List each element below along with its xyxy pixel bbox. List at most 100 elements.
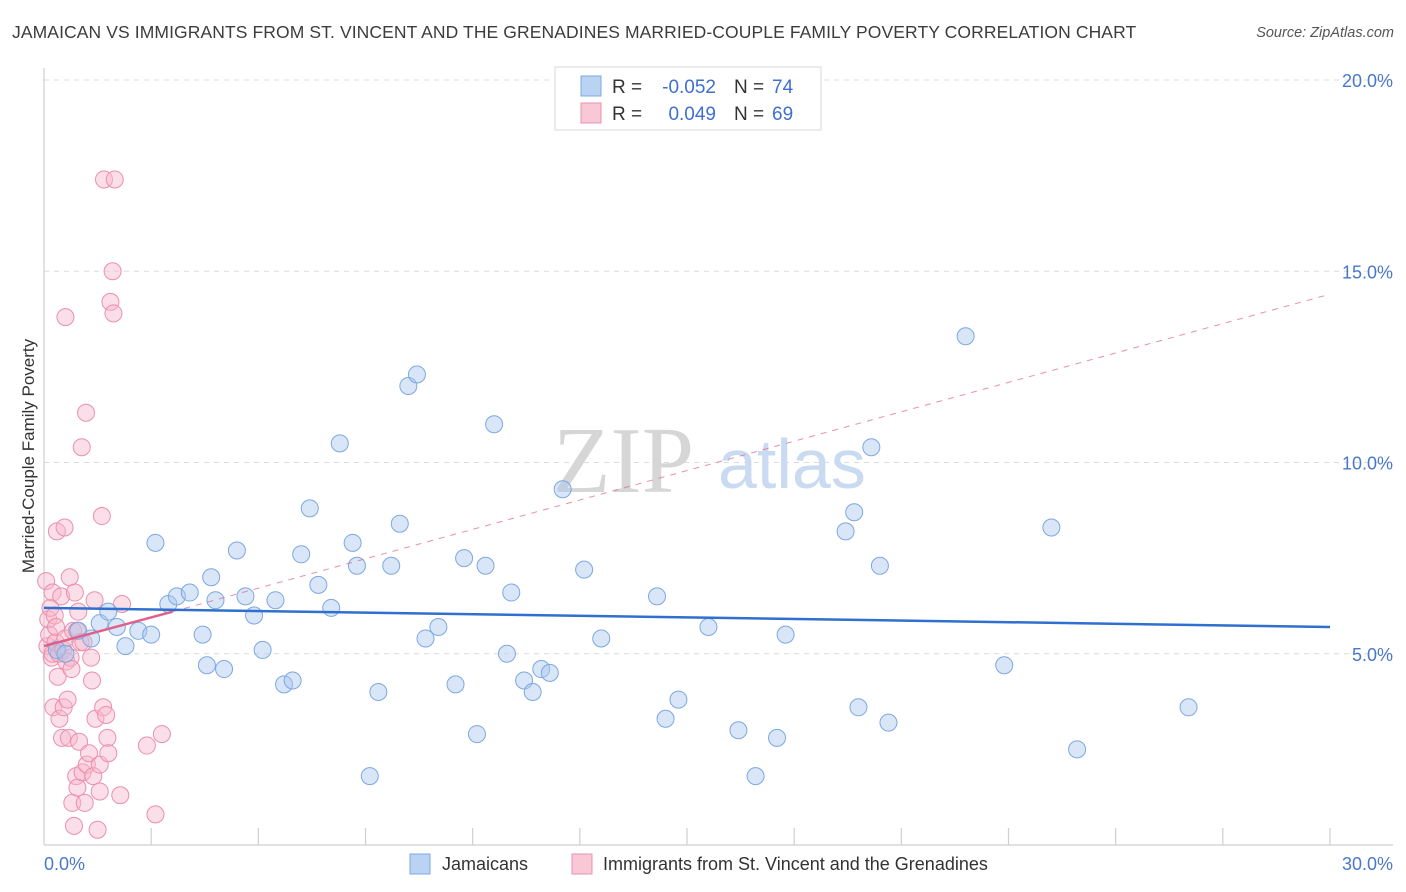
- legend-blue-swatch: [580, 75, 602, 97]
- blue-point: [360, 767, 379, 786]
- pink-point: [105, 170, 124, 189]
- blue-point: [300, 499, 319, 518]
- y-tick-label: 20.0%: [1342, 71, 1393, 91]
- pink-point: [77, 403, 96, 422]
- pink-point: [82, 648, 101, 667]
- blue-point: [467, 725, 486, 744]
- bottom-legend-blue-swatch: [409, 853, 431, 875]
- blue-point: [309, 575, 328, 594]
- pink-point: [146, 805, 165, 824]
- legend-r-label-1: R =: [612, 77, 642, 98]
- chart-source: Source: ZipAtlas.com: [1256, 25, 1394, 41]
- pink-point: [53, 728, 72, 747]
- legend-r-label-2: R =: [612, 104, 642, 125]
- blue-point: [215, 660, 234, 679]
- blue-point: [485, 415, 504, 434]
- blue-point: [446, 675, 465, 694]
- pink-point: [60, 568, 79, 587]
- blue-point: [206, 591, 225, 610]
- pink-point: [52, 587, 71, 606]
- blue-point: [523, 683, 542, 701]
- legend-pink-swatch: [580, 102, 602, 124]
- pink-trend-solid: [43, 610, 173, 648]
- pink-point: [95, 170, 114, 189]
- blue-point: [768, 728, 787, 747]
- legend-n-value-1: 74: [772, 77, 794, 98]
- pink-point: [98, 728, 117, 747]
- blue-point: [995, 656, 1014, 675]
- series-legend: Jamaicans Immigrants from St. Vincent an…: [409, 853, 988, 875]
- y-axis-label: Married-Couple Family Poverty: [19, 338, 38, 573]
- pink-point: [83, 671, 102, 690]
- pink-point: [50, 709, 69, 728]
- blue-point: [476, 556, 495, 575]
- blue-point: [180, 583, 199, 602]
- blue-point: [330, 434, 349, 453]
- pink-point: [101, 292, 120, 311]
- pink-point: [59, 728, 78, 747]
- pink-trend-dashed: [172, 293, 1331, 613]
- blue-point: [729, 721, 748, 740]
- pink-point: [77, 755, 96, 774]
- blue-point: [202, 568, 221, 587]
- bottom-legend-label-1: Jamaicans: [442, 854, 528, 874]
- blue-point: [532, 660, 551, 679]
- pink-point: [85, 591, 104, 610]
- blue-point: [1042, 518, 1061, 537]
- blue-point: [502, 583, 521, 602]
- blue-point: [1179, 698, 1198, 717]
- legend-r-value-1: -0.052: [662, 77, 716, 98]
- blue-point: [455, 549, 474, 568]
- blue-point: [416, 629, 435, 648]
- blue-point: [669, 690, 688, 709]
- blue-point: [347, 556, 366, 575]
- chart-title: JAMAICAN VS IMMIGRANTS FROM ST. VINCENT …: [12, 22, 1137, 42]
- pink-point: [84, 767, 103, 786]
- legend-n-label-2: N =: [734, 104, 764, 125]
- legend-r-value-2: 0.049: [668, 104, 716, 125]
- blue-point: [575, 560, 594, 579]
- blue-point: [197, 656, 216, 675]
- blue-point: [870, 556, 889, 575]
- pink-point: [56, 308, 75, 327]
- pink-point: [92, 507, 111, 526]
- blue-point: [343, 533, 362, 552]
- pink-point: [90, 782, 109, 801]
- pink-point: [37, 572, 56, 591]
- blue-point: [879, 713, 898, 732]
- blue-series-points: [47, 327, 1198, 786]
- pink-point: [62, 660, 81, 679]
- pink-point: [68, 778, 87, 797]
- blue-point: [146, 533, 165, 552]
- grid: [44, 79, 1393, 655]
- x-tick-label-min: 0.0%: [44, 854, 85, 874]
- blue-point: [553, 480, 572, 499]
- blue-point: [390, 514, 409, 533]
- blue-trend-line: [43, 606, 1331, 629]
- blue-point: [956, 327, 975, 346]
- blue-point: [292, 545, 311, 564]
- blue-point: [656, 709, 675, 728]
- correlation-legend: R = -0.052 N = 74 R = 0.049 N = 69: [554, 66, 822, 131]
- blue-point: [540, 663, 559, 682]
- blue-point: [647, 587, 666, 606]
- pink-point: [69, 602, 88, 621]
- pink-point: [72, 438, 91, 457]
- pink-point: [48, 667, 67, 686]
- trend-lines: [43, 293, 1331, 648]
- blue-point: [322, 598, 341, 617]
- pink-point: [44, 698, 63, 717]
- pink-point: [103, 262, 122, 281]
- pink-point: [104, 304, 123, 323]
- x-tick-label-max: 30.0%: [1342, 854, 1393, 874]
- pink-point: [80, 744, 99, 763]
- pink-point: [88, 820, 107, 839]
- pink-point: [55, 518, 74, 537]
- legend-n-label-1: N =: [734, 77, 764, 98]
- blue-point: [776, 625, 795, 644]
- watermark-zip: ZIP: [553, 409, 694, 513]
- blue-point: [283, 671, 302, 690]
- blue-point: [382, 556, 401, 575]
- bottom-legend-pink-swatch: [571, 853, 593, 875]
